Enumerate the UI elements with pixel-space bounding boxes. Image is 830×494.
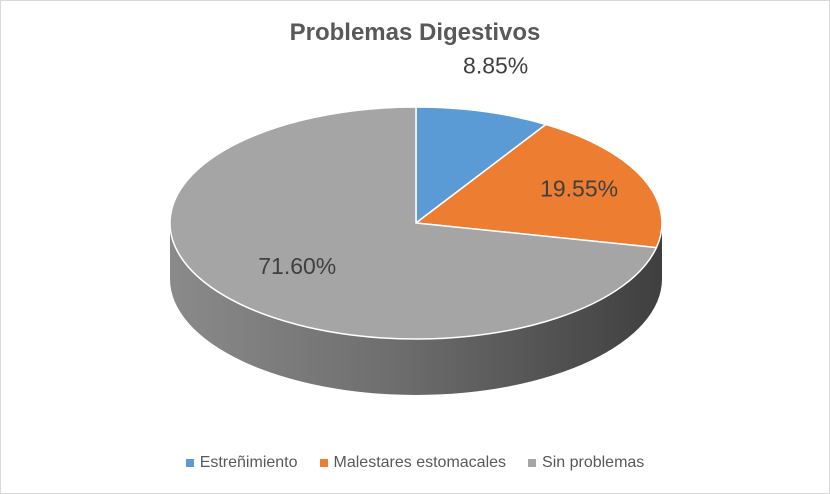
- pie-side-wall: [170, 223, 662, 395]
- legend-swatch-estrenimiento: [185, 459, 194, 467]
- data-label-estrenimiento: 8.85%: [463, 52, 528, 78]
- legend-label-malestares: Malestares estomacales: [333, 454, 507, 471]
- legend-label-estrenimiento: Estreñimiento: [199, 454, 298, 471]
- legend-label-sin-problemas: Sin problemas: [542, 454, 645, 471]
- pie-plot: 8.85% 19.55% 71.60%: [169, 52, 663, 395]
- chart-title: Problemas Digestivos: [289, 19, 541, 46]
- slice-malestares: [414, 123, 663, 249]
- data-label-malestares: 19.55%: [540, 176, 618, 202]
- legend-item-sin-problemas: Sin problemas: [528, 454, 644, 472]
- legend-item-estrenimiento: Estreñimiento: [185, 454, 298, 472]
- data-label-sin-problemas: 71.60%: [258, 253, 336, 279]
- legend-swatch-malestares: [319, 459, 328, 467]
- legend-swatch-sin-problemas: [528, 459, 537, 467]
- slice-estrenimiento: [415, 106, 548, 225]
- legend: Estreñimiento Malestares estomacales Sin…: [1, 454, 829, 472]
- legend-item-malestares: Malestares estomacales: [319, 454, 507, 472]
- slice-sin-problemas: [169, 106, 658, 340]
